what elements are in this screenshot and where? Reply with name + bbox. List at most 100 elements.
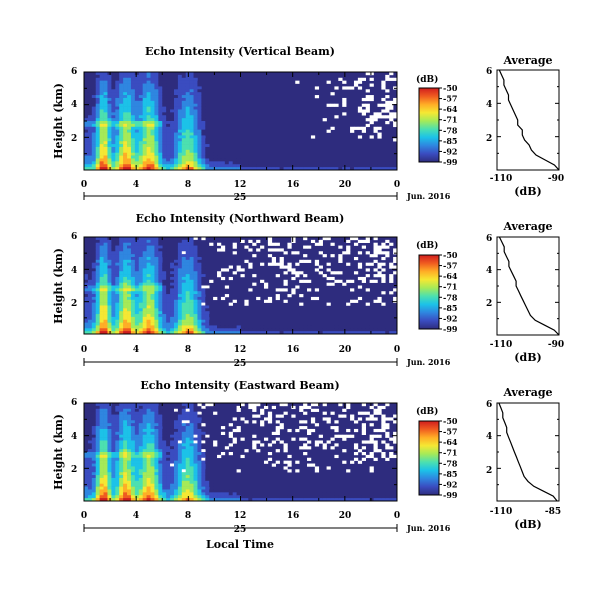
- heatmap-cell: [142, 483, 147, 487]
- heatmap-cell: [201, 276, 206, 281]
- missing-cell: [338, 279, 343, 283]
- heatmap-cell: [95, 126, 100, 130]
- heatmap-cell: [111, 123, 116, 128]
- missing-cell: [373, 129, 378, 133]
- heatmap-cell: [95, 463, 100, 467]
- missing-cell: [369, 95, 374, 99]
- missing-cell: [303, 259, 308, 263]
- heatmap-cell: [84, 118, 89, 122]
- heatmap-cell: [185, 483, 190, 487]
- heatmap-cell: [201, 428, 206, 433]
- missing-cell: [357, 106, 363, 110]
- heatmap-cell: [275, 331, 280, 335]
- heatmap-cell: [248, 498, 253, 502]
- heatmap-cell: [158, 259, 163, 263]
- heatmap-cell: [123, 472, 128, 476]
- heatmap-cell: [99, 152, 104, 156]
- heatmap-cell: [181, 152, 187, 156]
- heatmap-cell: [154, 291, 159, 295]
- missing-cell: [307, 405, 312, 410]
- heatmap-cell: [123, 285, 128, 289]
- missing-cell: [393, 414, 398, 418]
- heatmap-cell: [130, 489, 136, 493]
- heatmap-cell: [138, 138, 143, 142]
- panel-title: Echo Intensity (Northward Beam): [136, 212, 345, 225]
- heatmap-cell: [103, 495, 108, 499]
- heatmap-cell: [158, 434, 163, 438]
- missing-cell: [267, 420, 273, 424]
- missing-cell: [381, 97, 386, 102]
- heatmap-cell: [154, 161, 159, 165]
- heatmap-cell: [162, 291, 167, 295]
- heatmap-cell: [217, 164, 222, 168]
- heatmap-cell: [99, 322, 104, 326]
- missing-cell: [267, 417, 273, 421]
- heatmap-cell: [119, 268, 124, 272]
- heatmap-cell: [115, 259, 120, 263]
- heatmap-cell: [166, 308, 171, 312]
- heatmap-cell: [307, 498, 312, 502]
- missing-cell: [252, 434, 257, 438]
- heatmap-cell: [119, 414, 124, 418]
- missing-cell: [322, 443, 327, 447]
- heatmap-cell: [197, 486, 202, 490]
- heatmap-cell: [111, 316, 116, 321]
- heatmap-cell: [127, 109, 132, 113]
- heatmap-cell: [103, 237, 108, 241]
- heatmap-cell: [389, 161, 394, 165]
- missing-cell: [357, 262, 363, 266]
- heatmap-cell: [166, 123, 171, 128]
- missing-cell: [267, 411, 273, 415]
- heatmap-cell: [189, 466, 194, 470]
- heatmap-cell: [138, 248, 143, 252]
- heatmap-cell: [111, 274, 116, 278]
- heatmap-cell: [177, 299, 183, 303]
- heatmap-cell: [95, 83, 100, 87]
- heatmap-cell: [130, 495, 136, 499]
- heatmap-cell: [95, 155, 100, 159]
- heatmap-cell: [173, 308, 179, 312]
- heatmap-cell: [170, 97, 175, 102]
- heatmap-cell: [177, 431, 183, 435]
- heatmap-cell: [123, 475, 128, 479]
- missing-cell: [381, 291, 386, 295]
- heatmap-cell: [361, 328, 366, 332]
- heatmap-cell: [201, 152, 206, 156]
- heatmap-cell: [177, 437, 183, 441]
- missing-cell: [373, 411, 378, 415]
- heatmap-cell: [111, 405, 116, 410]
- missing-cell: [361, 126, 366, 130]
- heatmap-cell: [177, 274, 183, 278]
- heatmap-cell: [162, 265, 167, 269]
- missing-cell: [213, 440, 218, 444]
- heatmap-cell: [162, 299, 167, 303]
- heatmap-cell: [138, 328, 143, 332]
- heatmap-cell: [134, 296, 140, 301]
- heatmap-cell: [127, 431, 132, 435]
- heatmap-cell: [361, 498, 366, 502]
- heatmap-cell: [158, 498, 163, 502]
- heatmap-cell: [189, 245, 194, 249]
- colorbar-tick-label: -99: [443, 157, 458, 167]
- heatmap-cell: [193, 417, 198, 421]
- profile-y-tick: 2: [486, 466, 492, 476]
- missing-cell: [220, 296, 226, 301]
- missing-cell: [283, 466, 288, 470]
- heatmap-cell: [197, 89, 202, 93]
- heatmap-cell: [193, 80, 198, 84]
- heatmap-cell: [240, 328, 245, 332]
- missing-cell: [361, 428, 366, 433]
- missing-cell: [373, 245, 378, 249]
- heatmap-cell: [87, 256, 93, 261]
- heatmap-cell: [158, 103, 163, 107]
- heatmap-cell: [91, 460, 97, 464]
- heatmap-cell: [84, 446, 89, 450]
- heatmap-cell: [162, 328, 167, 332]
- heatmap-cell: [177, 121, 183, 125]
- heatmap-cell: [224, 492, 230, 496]
- heatmap-cell: [193, 158, 198, 162]
- heatmap-cell: [173, 149, 179, 153]
- heatmap-cell: [115, 480, 120, 484]
- heatmap-cell: [162, 294, 167, 298]
- heatmap-cell: [146, 305, 151, 309]
